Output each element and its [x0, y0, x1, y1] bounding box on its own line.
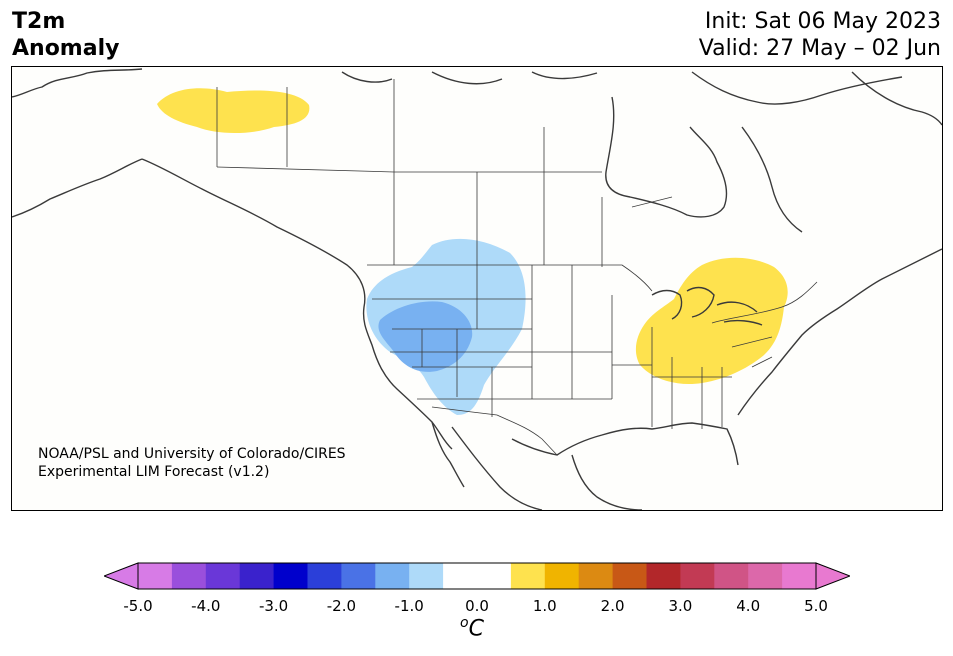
colorbar-segment: [409, 563, 444, 589]
colorbar-tick-label: -1.0: [394, 597, 424, 615]
coastlines: [12, 68, 942, 510]
map-title: T2m Anomaly: [12, 8, 119, 62]
unit-celsius: C: [468, 616, 484, 642]
us-states: [372, 265, 773, 429]
anomaly-great-lakes-warm: [635, 257, 788, 385]
alaska-coast: [12, 68, 143, 218]
great-lakes: [651, 286, 763, 326]
colorbar: [104, 562, 850, 590]
colorbar-segment: [578, 563, 614, 589]
title-line-2: Anomaly: [12, 36, 120, 61]
colorbar-segment: [138, 563, 173, 589]
init-date: Init: Sat 06 May 2023: [704, 9, 941, 34]
colorbar-tick-label: 0.0: [465, 597, 489, 615]
colorbar-tick-label: -3.0: [258, 597, 289, 615]
colorbar-tick-label: -5.0: [123, 597, 153, 615]
colorbar-over-arrow: [815, 562, 850, 590]
colorbar-segment: [748, 563, 783, 589]
colorbar-segment: [341, 563, 376, 589]
forecast-dates: Init: Sat 06 May 2023 Valid: 27 May – 02…: [699, 8, 941, 62]
colorbar-tick-label: 2.0: [600, 597, 625, 615]
colorbar-tick-label: 4.0: [736, 597, 761, 615]
atlantic-coast: [737, 248, 942, 416]
us-mexico-border: [431, 406, 558, 456]
colorbar-segment: [646, 563, 681, 589]
mexico-pacific-coast: [451, 426, 543, 510]
colorbar-segment: [205, 563, 241, 589]
colorbar-segments: [138, 563, 817, 589]
colorbar-segment: [273, 563, 308, 589]
anomaly-great-basin-cool-core: [378, 301, 473, 372]
hudson-bay: [605, 96, 728, 218]
colorbar-segment: [782, 563, 817, 589]
colorbar-tick-label: 1.0: [532, 597, 557, 615]
credit-line-1: NOAA/PSL and University of Colorado/CIRE…: [38, 446, 346, 462]
colorbar-segment: [443, 563, 478, 589]
colorbar-segment: [680, 563, 715, 589]
colorbar-tick-label: -2.0: [326, 597, 357, 615]
us-canada-border: [367, 264, 818, 324]
unit-degree-superscript: o: [460, 615, 469, 631]
colorbar-outline: [137, 562, 817, 590]
baja-coast: [431, 421, 465, 488]
colorbar-under-arrow: [104, 562, 139, 590]
colorbar-tick-label: -4.0: [191, 597, 221, 615]
colorbar-segment: [477, 563, 512, 589]
political-borders: [216, 79, 818, 456]
colorbar-unit: oC: [460, 615, 484, 641]
colorbar-segment: [714, 563, 749, 589]
anomaly-northern-canada-warm: [157, 88, 310, 133]
canada-provinces: [216, 79, 673, 267]
colorbar-segment: [307, 563, 342, 589]
credit-container: NOAA/PSL and University of Colorado/CIRE…: [38, 446, 346, 480]
colorbar-segment: [375, 563, 410, 589]
greenland-edge: [851, 71, 942, 126]
valid-date: Valid: 27 May – 02 Jun: [698, 36, 941, 61]
pacific-coast: [141, 158, 453, 450]
map-panel: NOAA/PSL and University of Colorado/CIRE…: [11, 66, 943, 511]
colorbar-tick-label: 5.0: [804, 597, 828, 615]
colorbar-segment: [544, 563, 580, 589]
colorbar-segment: [171, 563, 207, 589]
title-line-1: T2m: [12, 9, 66, 34]
anomaly-shading: [157, 88, 788, 415]
credit-line-2: Experimental LIM Forecast (v1.2): [38, 464, 270, 480]
arctic-islands: [341, 71, 903, 233]
colorbar-segment: [239, 563, 275, 589]
map-svg: NOAA/PSL and University of Colorado/CIRE…: [12, 67, 942, 510]
colorbar-segment: [510, 563, 546, 589]
colorbar-tick-label: 3.0: [668, 597, 693, 615]
colorbar-segment: [612, 563, 647, 589]
colorbar-tick-labels: -5.0 -4.0 -3.0 -2.0 -1.0 0.0 1.0 2.0 3.0 4.0 5.0: [0, 597, 953, 617]
